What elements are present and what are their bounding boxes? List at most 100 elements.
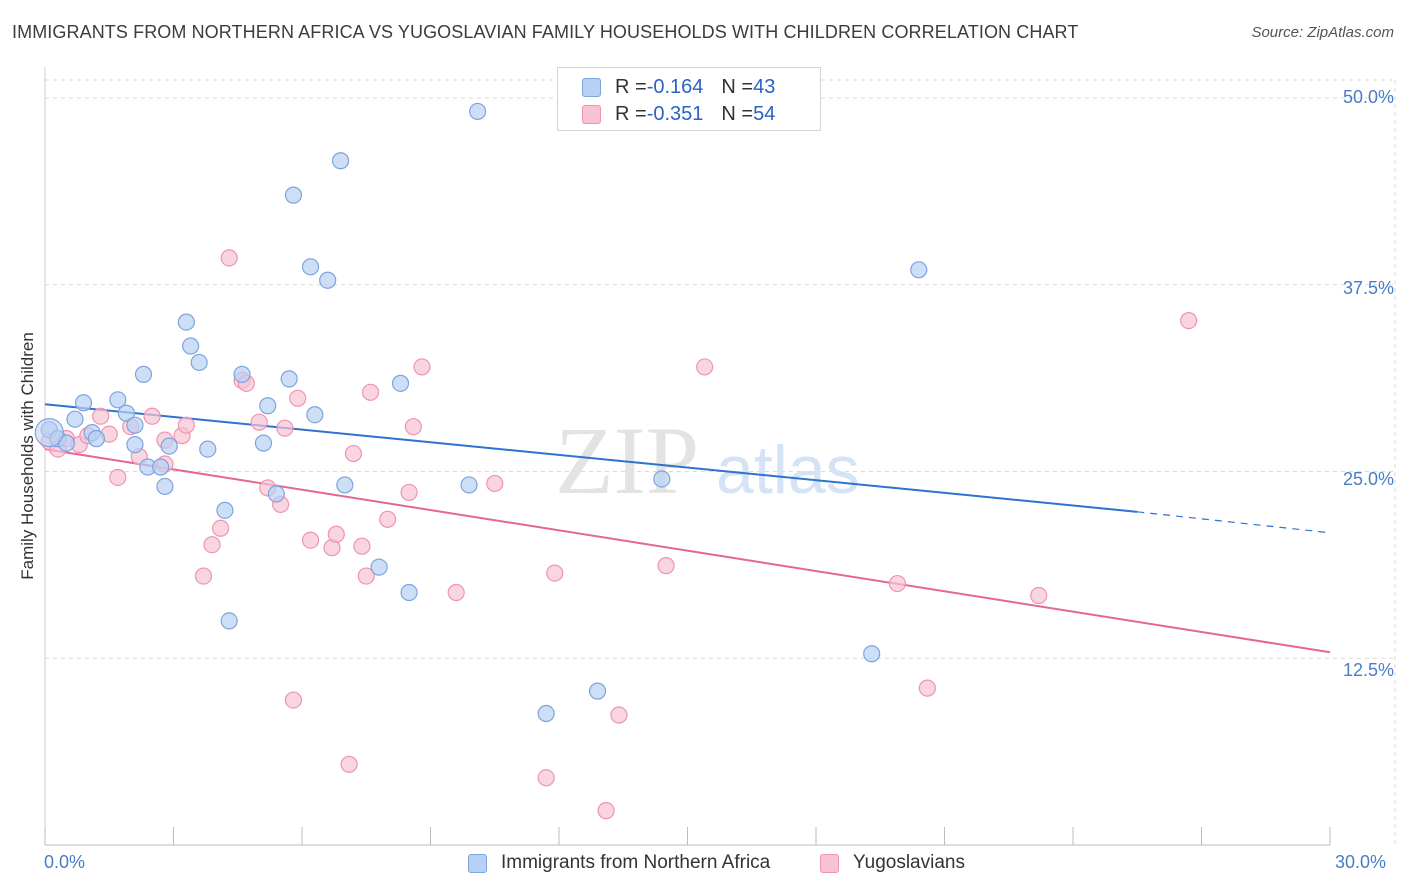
point-immigrants <box>469 102 487 121</box>
point-yugoslavians <box>546 564 564 582</box>
point-yugoslavians <box>888 574 906 593</box>
legend-item-label: Immigrants from Northern Africa <box>501 852 771 873</box>
point-immigrants <box>391 374 410 392</box>
point-immigrants <box>87 430 106 448</box>
point-immigrants <box>910 261 928 279</box>
point-immigrants <box>182 337 200 355</box>
legend-swatch-pink <box>820 853 839 873</box>
point-immigrants <box>301 258 320 276</box>
watermark-atlas: atlas <box>716 432 860 508</box>
point-yugoslavians <box>696 358 714 376</box>
point-immigrants <box>306 406 324 424</box>
legend-n-value: 54 <box>753 102 776 125</box>
point-yugoslavians <box>143 407 161 425</box>
legend-r-value: -0.351 <box>646 102 704 125</box>
point-immigrants <box>66 410 84 428</box>
point-yugoslavians <box>918 679 936 697</box>
y-tick-label-25: 25.0% <box>1342 469 1394 489</box>
y-axis-title: Family Households with Children <box>18 332 37 580</box>
point-immigrants <box>319 271 337 289</box>
point-immigrants <box>177 313 195 331</box>
legend-n-value: 43 <box>753 75 776 98</box>
axes <box>44 67 1331 846</box>
point-yugoslavians <box>597 802 615 820</box>
legend-r-label: R = <box>615 102 647 125</box>
legend-swatch-blue <box>468 853 487 873</box>
point-yugoslavians <box>203 536 221 554</box>
y-tick-label-50: 50.0% <box>1342 87 1394 107</box>
x-tick-label-min: 0.0% <box>44 852 86 872</box>
point-yugoslavians <box>327 525 345 543</box>
point-yugoslavians <box>361 383 380 401</box>
point-yugoslavians <box>610 706 628 724</box>
point-immigrants <box>156 477 174 496</box>
point-yugoslavians <box>379 510 397 528</box>
point-yugoslavians <box>212 519 230 537</box>
legend-swatch-pink <box>582 104 601 124</box>
data-points <box>34 102 1198 820</box>
legend-row-blue: R = -0.164 N = 43 <box>582 75 775 99</box>
point-yugoslavians <box>340 755 358 773</box>
point-immigrants <box>199 440 217 458</box>
point-immigrants <box>400 583 418 602</box>
point-immigrants <box>280 370 298 388</box>
point-yugoslavians <box>301 531 320 549</box>
point-yugoslavians <box>250 413 268 431</box>
point-immigrants <box>152 458 170 476</box>
point-immigrants <box>254 434 273 452</box>
point-immigrants <box>336 476 354 494</box>
point-immigrants <box>537 704 555 723</box>
point-immigrants <box>216 501 234 519</box>
point-immigrants <box>109 391 127 409</box>
point-immigrants <box>331 152 350 170</box>
point-immigrants <box>233 365 251 383</box>
point-yugoslavians <box>357 567 375 585</box>
point-yugoslavians <box>400 483 418 502</box>
legend-item-label: Yugoslavians <box>853 852 965 873</box>
point-yugoslavians <box>413 358 431 376</box>
point-immigrants-cluster <box>34 418 64 448</box>
series-legend: Immigrants from Northern Africa Yugoslav… <box>0 852 1406 878</box>
point-immigrants <box>74 394 93 412</box>
point-yugoslavians <box>344 444 362 463</box>
point-immigrants <box>160 437 178 455</box>
point-immigrants <box>126 436 144 454</box>
legend-item-yugoslavians[interactable]: Yugoslavians <box>820 852 965 874</box>
trend-lines <box>44 403 1331 654</box>
point-immigrants <box>190 353 208 372</box>
watermark: ZIP atlas <box>555 407 860 514</box>
point-immigrants <box>259 397 277 415</box>
legend-n-label: N = <box>721 102 754 125</box>
point-yugoslavians <box>289 389 307 407</box>
point-yugoslavians <box>92 407 110 425</box>
legend-item-immigrants[interactable]: Immigrants from Northern Africa <box>468 852 770 874</box>
point-yugoslavians <box>1030 586 1048 605</box>
legend-n-label: N = <box>721 75 754 98</box>
point-immigrants <box>284 186 303 204</box>
point-immigrants <box>588 682 607 700</box>
legend-r-value: -0.164 <box>646 75 704 98</box>
point-immigrants <box>134 365 153 383</box>
point-yugoslavians <box>109 468 127 487</box>
point-immigrants <box>863 645 881 663</box>
point-yugoslavians <box>353 537 371 555</box>
point-immigrants <box>370 558 388 576</box>
trend-line-immigrants <box>44 403 1138 513</box>
point-yugoslavians <box>447 583 465 602</box>
point-yugoslavians <box>537 769 555 787</box>
y-tick-label-12-5: 12.5% <box>1342 660 1394 680</box>
watermark-zip: ZIP <box>555 407 699 514</box>
point-yugoslavians <box>177 416 195 434</box>
point-yugoslavians <box>404 418 422 436</box>
point-yugoslavians <box>486 474 504 493</box>
chart-title: IMMIGRANTS FROM NORTHERN AFRICA VS YUGOS… <box>12 22 1079 42</box>
point-immigrants <box>267 485 285 503</box>
trend-line-immigrants-extension <box>1137 511 1331 534</box>
point-immigrants <box>460 476 478 494</box>
point-yugoslavians <box>276 419 294 437</box>
correlation-legend: R = -0.164 N = 43 R = -0.351 N = 54 <box>557 67 821 131</box>
legend-row-pink: R = -0.351 N = 54 <box>582 102 775 126</box>
legend-swatch-blue <box>582 77 601 97</box>
source-label: Source: ZipAtlas.com <box>1251 24 1394 41</box>
